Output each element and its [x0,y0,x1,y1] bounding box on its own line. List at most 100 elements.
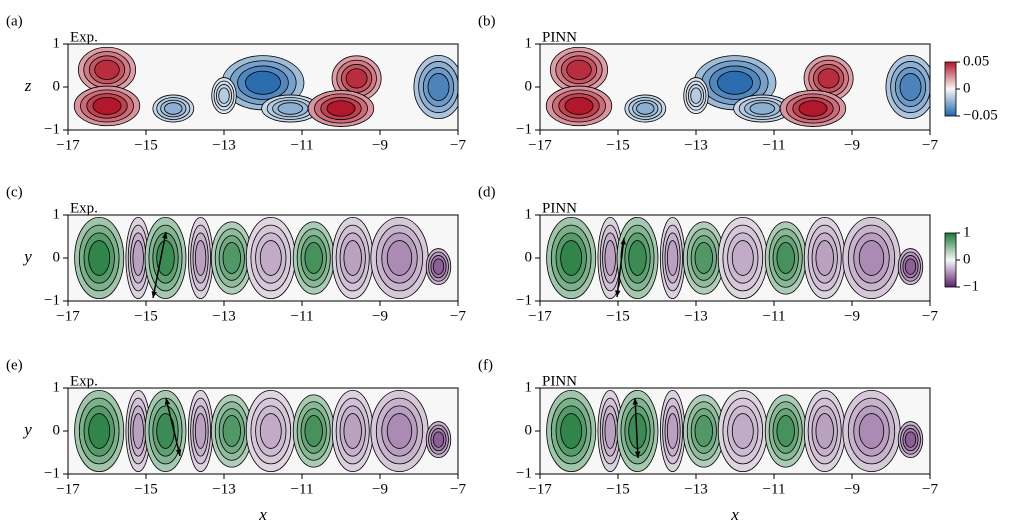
field-contour [92,97,122,115]
y-axis-label: y [22,420,32,439]
panel-title: Exp. [70,200,98,216]
x-tick-label: −11 [291,481,314,497]
x-tick-label: −11 [763,481,786,497]
colorbar [944,232,957,288]
x-tick-label: −7 [922,137,938,153]
x-tick-label: −15 [134,308,157,324]
x-tick-label: −17 [56,137,80,153]
field-contour [194,240,207,276]
y-axis-label: y [22,247,32,266]
x-tick-label: −15 [606,308,629,324]
arrow [152,231,167,299]
x-tick-label: −9 [372,308,388,324]
field-contour [386,413,413,449]
contour-field [540,44,930,130]
field-contour [304,415,323,447]
x-tick-label: −11 [763,137,786,153]
x-tick-label: −9 [844,481,860,497]
arrow-head [175,449,182,456]
y-tick-label: −1 [516,121,532,137]
x-tick-label: −11 [763,308,786,324]
arrow-head [151,291,157,298]
contour-field [68,388,458,474]
field-contour [164,102,183,115]
field-contour [132,413,144,449]
field-contour [749,102,775,115]
panel-label: (b) [478,13,496,29]
field-contour [815,413,834,449]
field-contour [222,242,241,274]
colorbar-tick-label: 0.05 [963,53,989,69]
x-tick-label: −15 [134,481,157,497]
arrow-head [634,451,641,458]
x-axis-label: x [258,505,267,522]
panel-label: (e) [6,357,23,373]
x-tick-label: −7 [450,137,466,153]
x-tick-label: −9 [372,481,388,497]
field-contour [636,102,655,115]
x-tick-label: −17 [528,137,552,153]
x-tick-label: −9 [844,137,860,153]
y-tick-label: 1 [525,35,533,51]
field-contour [345,68,368,89]
field-contour [194,413,207,449]
field-contour [432,258,445,275]
y-tick-label: −1 [516,465,532,481]
y-tick-label: 0 [525,78,533,94]
field-contour [132,240,144,276]
panel-title: Exp. [70,373,98,389]
panel-title: PINN [542,373,577,389]
x-tick-label: −15 [134,137,157,153]
field-contour [858,413,885,449]
arrow-head [615,290,621,297]
field-contour [904,431,917,448]
x-tick-label: −11 [291,308,314,324]
x-tick-label: −13 [212,308,235,324]
x-tick-label: −7 [450,481,466,497]
field-contour [694,242,713,274]
colorbar-tick-label: 0 [963,80,971,96]
x-axis-label: x [730,505,739,522]
x-tick-label: −9 [844,308,860,324]
field-contour [218,87,230,104]
arrow-head [162,232,168,239]
field-contour [690,87,702,104]
field-contour [259,240,282,276]
field-contour [304,242,323,274]
x-tick-label: −13 [684,481,707,497]
panel-label: (c) [6,184,23,200]
field-contour [386,240,413,276]
x-tick-label: −17 [528,308,552,324]
y-tick-label: 1 [525,379,533,395]
field-contour [88,413,111,449]
contour-field [540,388,930,474]
colorbar-tick-label: −1 [963,278,979,294]
field-contour [776,415,795,447]
field-contour [604,240,616,276]
y-tick-label: 0 [525,249,533,265]
contour-field [68,215,458,301]
x-tick-label: −7 [922,481,938,497]
arrow-head [632,398,639,405]
y-tick-label: 1 [53,35,61,51]
contour-field [540,215,930,301]
x-tick-label: −17 [56,308,80,324]
y-tick-label: 0 [53,422,61,438]
field-contour [564,97,594,115]
x-tick-label: −17 [56,481,80,497]
panel-title: PINN [542,200,577,216]
field-contour [694,415,713,447]
field-contour [815,240,834,276]
field-contour [343,413,362,449]
x-tick-label: −11 [291,137,314,153]
arrow [165,397,181,457]
y-tick-label: 0 [53,78,61,94]
x-tick-label: −13 [684,137,707,153]
x-tick-label: −13 [684,308,707,324]
field-contour [776,242,795,274]
y-axis-label: z [24,76,32,95]
y-tick-label: 0 [53,249,61,265]
field-contour [277,102,303,115]
field-contour [343,240,362,276]
x-tick-label: −7 [450,308,466,324]
